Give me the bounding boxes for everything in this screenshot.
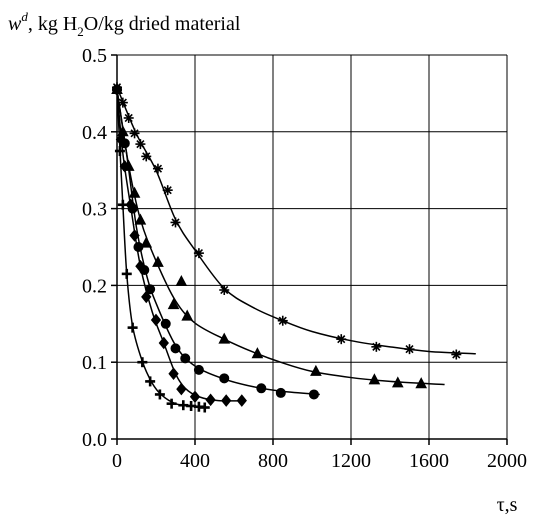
diamond-marker	[205, 393, 216, 407]
plus-marker	[114, 146, 125, 156]
x-tick-label: 400	[180, 450, 210, 472]
star-marker	[152, 163, 163, 174]
diamond-marker	[119, 160, 130, 173]
circle-marker	[256, 383, 267, 394]
star-marker	[117, 97, 128, 108]
triangle-marker	[310, 364, 322, 376]
series	[111, 82, 476, 413]
diamond-marker	[150, 313, 162, 327]
star-marker	[193, 248, 204, 259]
diamond-marker	[189, 390, 201, 404]
x-tick-label: 2000	[487, 450, 527, 472]
circle-marker	[308, 389, 319, 400]
triangle-marker	[218, 332, 231, 344]
triangle-marker	[167, 298, 180, 310]
plus-marker	[121, 268, 132, 279]
y-tick-label: 0.0	[82, 429, 107, 451]
x-axis-title: τ,s	[497, 494, 518, 516]
star-marker	[162, 185, 173, 196]
circle-marker	[219, 373, 230, 384]
star-marker	[371, 341, 382, 352]
star-marker	[219, 285, 230, 296]
y-tick-label: 0.5	[82, 45, 107, 67]
triangle-marker	[175, 274, 188, 287]
star-marker	[277, 315, 288, 326]
plus-marker	[166, 398, 177, 409]
plus-marker	[127, 322, 138, 333]
triangle-marker	[415, 377, 428, 389]
y-tick-label: 0.2	[82, 275, 107, 297]
x-tick-label: 800	[258, 450, 288, 472]
star-marker	[451, 349, 462, 360]
diamond-marker	[129, 229, 140, 242]
star-marker	[123, 112, 134, 123]
y-tick-label: 0.3	[82, 199, 107, 221]
diamond-marker	[221, 394, 232, 407]
y-tick-label: 0.4	[82, 122, 107, 144]
y-axis-title: wd, kg H2O/kg dried material	[8, 9, 241, 39]
triangle-marker	[134, 213, 147, 225]
star-marker	[170, 217, 181, 228]
triangle-marker	[181, 309, 194, 321]
axes	[111, 54, 508, 445]
y-axis-title-post: O/kg dried material	[84, 13, 241, 35]
star-marker	[404, 344, 415, 355]
circle-marker	[193, 364, 204, 375]
plus-marker	[117, 199, 128, 210]
triangle-marker	[391, 376, 404, 388]
triangle-marker	[368, 373, 381, 385]
diamond-marker	[176, 382, 187, 396]
diamond-marker	[141, 290, 152, 304]
diamond-marker	[158, 336, 169, 350]
y-axis-title-sub: 2	[77, 24, 84, 39]
triangle-marker	[152, 255, 164, 267]
diamond-marker	[135, 259, 146, 273]
star-marker	[135, 139, 146, 150]
y-axis-title-pre: , kg H	[28, 13, 77, 35]
x-tick-label: 1200	[331, 450, 371, 472]
x-tick-label: 0	[112, 450, 122, 472]
triangle-marker	[251, 347, 264, 359]
star-marker	[141, 151, 152, 162]
circle-marker	[275, 387, 286, 398]
plus-marker	[137, 357, 148, 368]
circle-marker	[170, 343, 181, 354]
diamond-marker	[125, 198, 136, 212]
y-axis-title-sup: d	[21, 9, 28, 24]
triangle-marker	[140, 236, 153, 248]
y-tick-label: 0.1	[82, 352, 107, 374]
circle-marker	[160, 318, 171, 329]
plus-marker	[145, 376, 156, 387]
diamond-marker	[236, 394, 247, 407]
plus-marker	[112, 84, 122, 95]
diamond-marker	[168, 367, 179, 381]
series-plus	[112, 84, 210, 413]
y-axis-title-var: w	[8, 13, 22, 35]
grid	[117, 54, 508, 439]
series-circle	[112, 84, 320, 400]
series-diamond	[111, 83, 247, 407]
tick-labels: 0 400 800 1200 1600 2000 0.0 0.1 0.2 0.3 0.4 0.5	[82, 45, 527, 472]
circle-marker	[133, 242, 144, 252]
x-tick-label: 1600	[409, 450, 449, 472]
plus-marker	[199, 402, 210, 413]
series-line-star	[116, 86, 476, 355]
plus-marker	[154, 389, 165, 400]
circle-marker	[180, 353, 191, 364]
star-marker	[129, 128, 140, 139]
series-star	[112, 82, 476, 360]
star-marker	[336, 334, 347, 345]
